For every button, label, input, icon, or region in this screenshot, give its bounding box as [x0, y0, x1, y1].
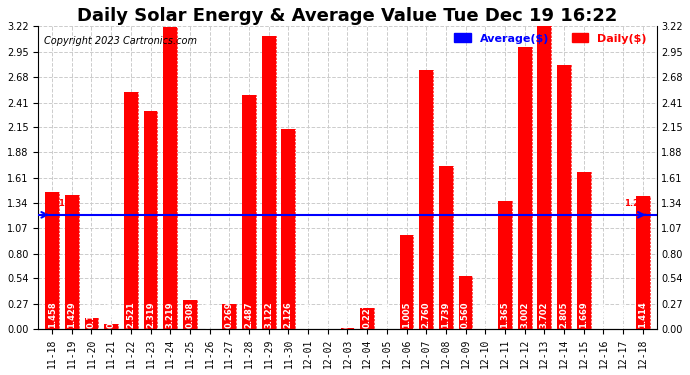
Bar: [262, 36, 275, 329]
Text: 0.000: 0.000: [382, 302, 391, 328]
Bar: [164, 27, 177, 329]
Text: Copyright 2023 Cartronics.com: Copyright 2023 Cartronics.com: [44, 36, 197, 46]
Bar: [439, 166, 453, 329]
Bar: [242, 95, 256, 329]
Text: 0.269: 0.269: [225, 302, 234, 328]
Bar: [341, 328, 355, 329]
Text: 2.805: 2.805: [560, 302, 569, 328]
Bar: [124, 92, 138, 329]
Bar: [144, 111, 157, 329]
Text: 0.000: 0.000: [304, 302, 313, 328]
Text: 0.560: 0.560: [461, 302, 470, 328]
Bar: [282, 129, 295, 329]
Bar: [222, 304, 236, 329]
Bar: [262, 36, 275, 329]
Bar: [242, 95, 256, 329]
Bar: [538, 0, 551, 329]
Bar: [45, 192, 59, 329]
Bar: [104, 324, 118, 329]
Bar: [636, 196, 650, 329]
Bar: [124, 92, 138, 329]
Text: 1.739: 1.739: [442, 302, 451, 328]
Text: 3.122: 3.122: [264, 302, 273, 328]
Bar: [459, 276, 473, 329]
Text: 0.227: 0.227: [363, 302, 372, 328]
Text: 1.215: 1.215: [624, 199, 651, 208]
Text: 1.215: 1.215: [44, 199, 71, 208]
Bar: [164, 27, 177, 329]
Bar: [538, 0, 551, 329]
Text: 0.009: 0.009: [343, 302, 352, 328]
Bar: [577, 172, 591, 329]
Bar: [360, 308, 374, 329]
Bar: [85, 318, 99, 329]
Bar: [577, 172, 591, 329]
Text: 0.000: 0.000: [323, 302, 333, 328]
Bar: [183, 300, 197, 329]
Bar: [222, 304, 236, 329]
Text: 1.429: 1.429: [67, 302, 77, 328]
Text: 1.458: 1.458: [48, 302, 57, 328]
Text: 0.112: 0.112: [87, 302, 96, 328]
Bar: [439, 166, 453, 329]
Text: 0.000: 0.000: [481, 302, 490, 328]
Bar: [65, 195, 79, 329]
Text: 3.219: 3.219: [166, 302, 175, 328]
Bar: [557, 66, 571, 329]
Text: 2.126: 2.126: [284, 301, 293, 328]
Bar: [420, 70, 433, 329]
Bar: [360, 308, 374, 329]
Bar: [65, 195, 79, 329]
Bar: [557, 66, 571, 329]
Bar: [420, 70, 433, 329]
Bar: [498, 201, 512, 329]
Bar: [636, 196, 650, 329]
Bar: [341, 328, 355, 329]
Bar: [498, 201, 512, 329]
Text: 2.319: 2.319: [146, 302, 155, 328]
Text: 0.000: 0.000: [599, 302, 608, 328]
Text: 3.002: 3.002: [520, 302, 529, 328]
Bar: [104, 324, 118, 329]
Text: 1.365: 1.365: [500, 302, 509, 328]
Bar: [144, 111, 157, 329]
Title: Daily Solar Energy & Average Value Tue Dec 19 16:22: Daily Solar Energy & Average Value Tue D…: [77, 7, 618, 25]
Text: 0.049: 0.049: [107, 302, 116, 328]
Bar: [85, 318, 99, 329]
Text: 1.005: 1.005: [402, 302, 411, 328]
Text: 2.521: 2.521: [126, 301, 135, 328]
Text: 0.000: 0.000: [619, 302, 628, 328]
Text: 2.760: 2.760: [422, 302, 431, 328]
Bar: [400, 234, 413, 329]
Text: 3.702: 3.702: [540, 302, 549, 328]
Bar: [459, 276, 473, 329]
Bar: [400, 234, 413, 329]
Bar: [518, 47, 531, 329]
Text: 1.414: 1.414: [638, 301, 647, 328]
Text: 0.308: 0.308: [186, 302, 195, 328]
Text: 1.669: 1.669: [579, 302, 588, 328]
Legend: Average($), Daily($): Average($), Daily($): [450, 29, 651, 48]
Text: 0.000: 0.000: [205, 302, 214, 328]
Text: 2.487: 2.487: [244, 302, 253, 328]
Bar: [282, 129, 295, 329]
Bar: [518, 47, 531, 329]
Bar: [183, 300, 197, 329]
Bar: [45, 192, 59, 329]
